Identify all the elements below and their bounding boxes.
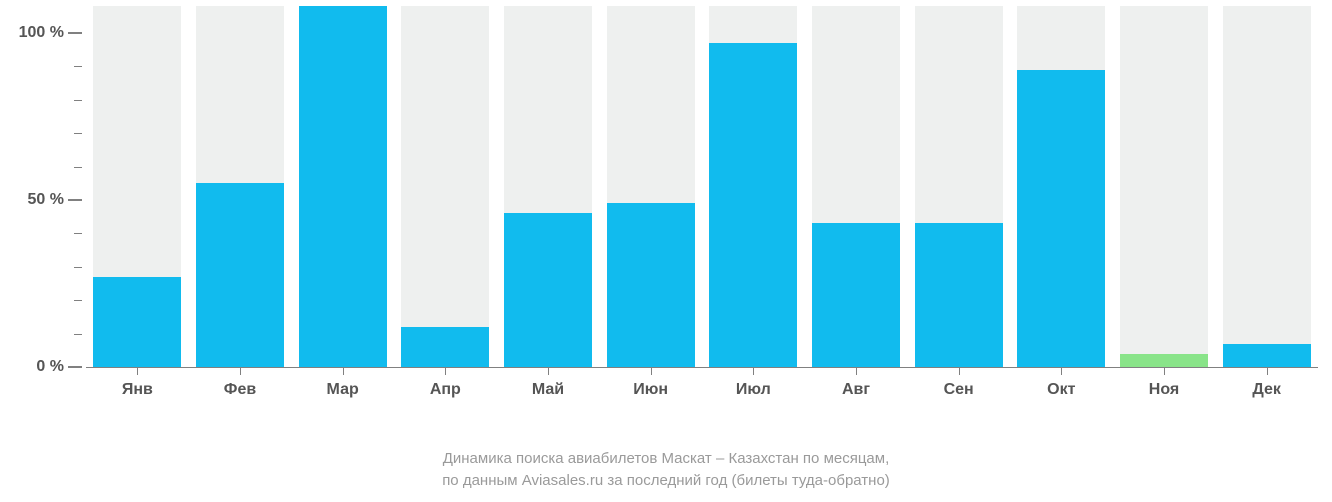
bar-slot <box>812 6 900 394</box>
x-axis-label: Фев <box>224 381 256 399</box>
x-axis-label: Янв <box>122 381 153 399</box>
bar-slot <box>1120 6 1208 394</box>
x-axis-label: Апр <box>430 381 461 399</box>
x-axis-label: Ноя <box>1149 381 1179 399</box>
bar-background <box>1120 6 1208 367</box>
bar-slot <box>504 6 592 394</box>
bar-slot <box>196 6 284 394</box>
x-axis-label: Июл <box>736 381 771 399</box>
bar <box>607 203 695 367</box>
y-tick-major <box>68 32 82 34</box>
chart-caption-line-2: по данным Aviasales.ru за последний год … <box>0 472 1332 489</box>
bar-slot <box>915 6 1003 394</box>
monthly-search-bar-chart: 0 % 50 % 100 % Янв Фев Мар Апр Май Июн Июл Авг Сен… <box>0 0 1332 502</box>
bar <box>812 223 900 367</box>
bar <box>1017 70 1105 368</box>
bar <box>915 223 1003 367</box>
x-tick <box>548 367 549 375</box>
bar-slot <box>1017 6 1105 394</box>
y-tick-minor <box>74 133 82 134</box>
bar-slot <box>1223 6 1311 394</box>
y-tick-major <box>68 199 82 201</box>
chart-caption-line-1: Динамика поиска авиабилетов Маскат – Каз… <box>0 450 1332 467</box>
y-tick-minor <box>74 233 82 234</box>
bar-slot <box>709 6 797 394</box>
bar-background <box>1223 6 1311 367</box>
bar <box>196 183 284 367</box>
y-tick-major <box>68 366 82 368</box>
x-axis-label: Июн <box>633 381 668 399</box>
x-tick <box>1267 367 1268 375</box>
y-axis-label: 0 % <box>0 358 64 376</box>
y-tick-minor <box>74 267 82 268</box>
x-axis-label: Сен <box>944 381 974 399</box>
bar-slot <box>401 6 489 394</box>
y-tick-minor <box>74 334 82 335</box>
y-tick-minor <box>74 100 82 101</box>
bar-slot <box>607 6 695 394</box>
bar <box>504 213 592 367</box>
x-tick <box>856 367 857 375</box>
bar <box>709 43 797 367</box>
x-tick <box>959 367 960 375</box>
x-tick <box>1164 367 1165 375</box>
x-axis-line <box>86 367 1318 368</box>
x-axis-label: Окт <box>1047 381 1075 399</box>
bar <box>1120 354 1208 367</box>
bar <box>401 327 489 367</box>
x-axis-label: Авг <box>842 381 870 399</box>
x-tick <box>137 367 138 375</box>
bar <box>93 277 181 367</box>
x-tick <box>445 367 446 375</box>
plot-area <box>86 6 1318 394</box>
x-tick <box>240 367 241 375</box>
x-tick <box>1061 367 1062 375</box>
x-axis-label: Дек <box>1252 381 1281 399</box>
x-tick <box>343 367 344 375</box>
y-axis-label: 100 % <box>0 24 64 42</box>
bar-background <box>401 6 489 367</box>
y-tick-minor <box>74 300 82 301</box>
bar <box>1223 344 1311 367</box>
bar-slot <box>299 6 387 394</box>
y-tick-minor <box>74 167 82 168</box>
x-tick <box>651 367 652 375</box>
bar-slot <box>93 6 181 394</box>
x-tick <box>753 367 754 375</box>
x-axis-label: Май <box>532 381 564 399</box>
x-axis-label: Мар <box>327 381 359 399</box>
bar <box>299 6 387 367</box>
y-axis-label: 50 % <box>0 191 64 209</box>
y-tick-minor <box>74 66 82 67</box>
